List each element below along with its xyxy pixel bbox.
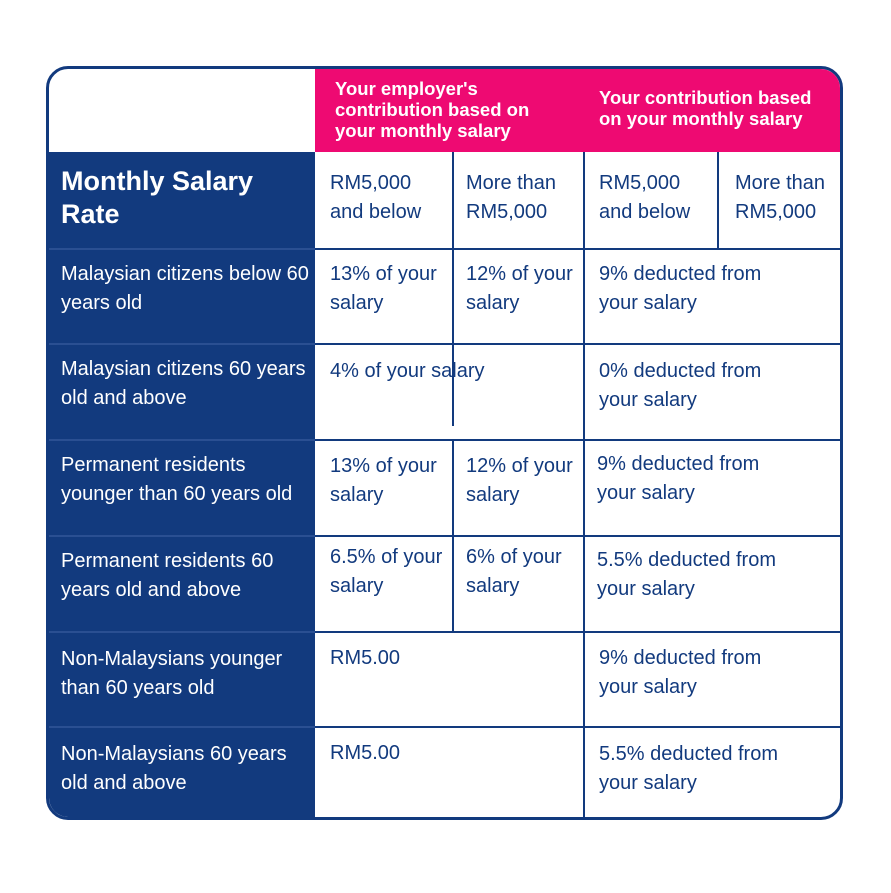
employee-header-bg [584,69,840,152]
row-label-malaysian-60-above: Malaysian citizens 60 years old and abov… [61,358,306,409]
employee-subheader-high: More than RM5,000 [735,172,826,223]
grid-line [717,152,719,248]
monthly-salary-rate-heading: Monthly Salary Rate [61,166,254,229]
grid-line [315,248,840,250]
cell-r3-emp-low: 6.5% of your salary [330,546,443,597]
cell-r5-emp: RM5.00 [330,742,401,764]
cell-r3-emp-high: 6% of your salary [466,546,562,597]
employer-header-bg [315,69,584,152]
row-label-pr-60-above: Permanent residents 60 years old and abo… [61,550,274,601]
grid-line [315,726,840,728]
grid-line [315,535,840,537]
cell-r4-emp: RM5.00 [330,647,401,669]
grid-line [49,631,315,633]
cell-r0-emp-low: 13% of your salary [330,263,437,314]
grid-line [452,152,454,426]
grid-line [583,152,585,817]
cell-r2-emp-low: 13% of your salary [330,455,437,506]
employee-contribution-header: Your contribution based on your monthly … [599,87,812,129]
cell-r2-emp-high: 12% of your salary [466,455,573,506]
cell-r5-you: 5.5% deducted from your salary [599,743,778,794]
employer-contribution-header: Your employer's contribution based on yo… [335,78,530,141]
contribution-table: Your employer's contribution based on yo… [46,66,843,820]
grid-line [49,726,315,728]
employee-subheader-low: RM5,000 and below [599,172,691,223]
row-label-malaysian-below-60: Malaysian citizens below 60 years old [61,263,309,314]
row-label-non-malaysian-below-60: Non-Malaysians younger than 60 years old [61,648,283,699]
cell-r3-you: 5.5% deducted from your salary [597,549,776,600]
grid-line [49,439,315,441]
cell-r0-you: 9% deducted from your salary [599,263,762,314]
row-label-pr-below-60: Permanent residents younger than 60 year… [61,454,293,505]
cell-r1-emp: 4% of your salary [330,360,485,382]
cell-r4-you: 9% deducted from your salary [599,647,762,698]
employer-subheader-high: More than RM5,000 [466,172,557,223]
cell-r0-emp-high: 12% of your salary [466,263,573,314]
grid-line [315,439,840,441]
grid-line [452,439,454,631]
grid-line [315,631,840,633]
grid-line [315,343,840,345]
grid-line [49,535,315,537]
employer-subheader-low: RM5,000 and below [330,172,422,223]
cell-r1-you: 0% deducted from your salary [599,360,762,411]
cell-r2-you: 9% deducted from your salary [597,453,760,504]
grid-line [49,248,315,250]
row-label-column [49,152,315,817]
row-label-non-malaysian-60-above: Non-Malaysians 60 years old and above [61,743,287,794]
grid-line [49,343,315,345]
